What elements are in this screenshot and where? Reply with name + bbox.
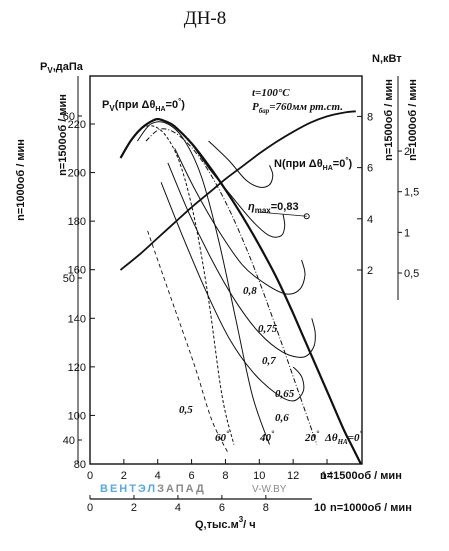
y-left-outer-label: n=1000об / мин	[15, 139, 27, 221]
y-left-main-tick-label: 120	[68, 362, 86, 374]
y-left-axis-title: PV,даПа	[40, 61, 84, 75]
y-left-main-label: n=1500об / мин	[57, 94, 69, 176]
eta-max-label: ηmax=0,83	[248, 201, 299, 215]
eff-label-0-75: 0,75	[258, 323, 278, 335]
x-main-tick-label: 8	[222, 470, 228, 482]
x-main-tick-label: 6	[189, 470, 195, 482]
y-right-inner-tick-label: 2	[367, 265, 373, 277]
n-curve-label: N(при ΔθНА=0°)	[274, 156, 353, 172]
x-lower-tick-label: 2	[131, 502, 137, 514]
x-main-tick-label: 0	[87, 470, 93, 482]
eff-label-0-5: 0,5	[179, 404, 193, 416]
watermark-brand: ВЕНТЭЛЗАПАД	[100, 483, 206, 495]
pv-curve-20deg	[145, 128, 318, 445]
x-lower-end-tick: 10	[314, 502, 326, 514]
y-right-outer-tick-label: 1	[404, 227, 410, 239]
x-main-tick-label: 10	[253, 470, 265, 482]
y-right-inner-tick-label: 8	[367, 111, 373, 123]
y-left-main-tick-label: 220	[68, 119, 86, 131]
x-lower-tick-label: 4	[175, 502, 181, 514]
efficiency-curve-0-6	[160, 182, 305, 402]
y-left-main-tick-label: 200	[68, 168, 86, 180]
y-left-outer-tick-label: 60	[63, 111, 75, 123]
x-main-label: n=1500об / мин	[320, 470, 402, 482]
x-lower-tick-label: 6	[219, 502, 225, 514]
x-lower-label: n=1000об / мин	[330, 502, 412, 514]
eta-max-leader	[257, 211, 307, 217]
y-left-main-tick-label: 140	[68, 313, 86, 325]
y-left-main-tick-label: 160	[68, 265, 86, 277]
y-left-outer-tick-label: 40	[63, 435, 75, 447]
angle-label-20: 20°	[304, 429, 320, 444]
angle-label-60: 60°	[215, 429, 230, 444]
pressure-note: Pбар=760мм рт.ст.	[252, 101, 343, 115]
pv-curve-40deg	[137, 121, 270, 445]
y-left-outer-tick-label: 50	[63, 273, 75, 285]
eff-label-0-8: 0,8	[243, 285, 257, 297]
eff-label-0-65: 0,65	[275, 388, 295, 400]
x-axis-title: Q,тыс.м3/ ч	[195, 515, 256, 531]
y-right-outer-label: n=1000об / мин	[407, 79, 419, 161]
angle-label-0: ΔθНА=0°	[324, 429, 364, 446]
y-right-inner-label: n=1500об / мин	[383, 79, 395, 161]
x-lower-tick-label: 8	[263, 502, 269, 514]
efficiency-curve-0-5	[147, 230, 230, 455]
x-main-tick-label: 2	[121, 470, 127, 482]
efficiency-curve-0-75	[187, 138, 286, 238]
efficiency-curve-0-8	[208, 140, 274, 188]
y-right-outer-tick-label: 2	[404, 146, 410, 158]
y-right-outer-tick-label: 0,5	[404, 268, 419, 280]
y-left-main-tick-label: 180	[68, 216, 86, 228]
y-right-inner-tick-label: 4	[367, 214, 373, 226]
power-curve	[119, 110, 356, 271]
x-main-tick-label: 14	[321, 470, 333, 482]
x-lower-tick-label: 0	[87, 502, 93, 514]
y-right-inner-tick-label: 6	[367, 163, 373, 175]
efficiency-curve-0-7	[174, 148, 306, 295]
angle-label-40: 40°	[259, 429, 275, 444]
efficiency-curve-0-65	[167, 162, 316, 358]
x-main-tick-label: 4	[155, 470, 161, 482]
y-left-main-tick-label: 80	[74, 459, 86, 471]
y-left-main-tick-label: 100	[68, 410, 86, 422]
eff-label-0-7: 0,7	[262, 355, 276, 367]
chart-title: ДН-8	[184, 8, 227, 29]
pv-curve	[119, 117, 362, 465]
x-main-tick-label: 12	[287, 470, 299, 482]
watermark-site: V-W.BY	[252, 484, 287, 495]
y-right-axis-title: N,кВт	[372, 53, 402, 65]
y-right-outer-tick-label: 1,5	[404, 187, 419, 199]
pv-curve-60deg	[128, 125, 235, 445]
plot-frame	[89, 75, 363, 465]
temperature-note: t=100°C	[252, 87, 290, 99]
eff-label-0-6: 0,6	[275, 412, 289, 424]
pv-curve-label: PV(при ΔθНА=0°)	[102, 97, 185, 113]
